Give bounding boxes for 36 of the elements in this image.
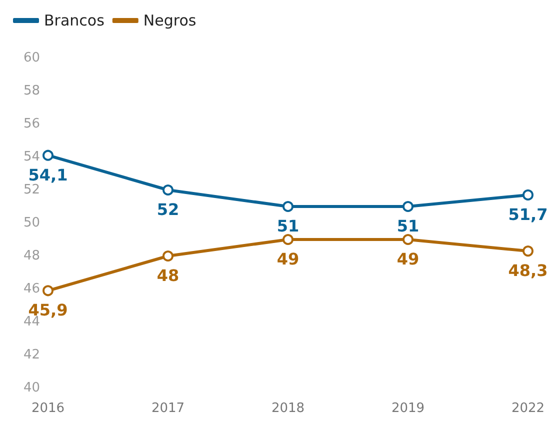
y-tick-label: 46 [23, 282, 40, 296]
data-label: 51 [276, 216, 300, 236]
point [42, 150, 54, 161]
x-tick-label: 2017 [151, 401, 185, 416]
point [162, 184, 174, 196]
data-label: 48,3 [508, 261, 548, 280]
x-tick-label: 2022 [511, 401, 545, 416]
y-tick-label: 42 [23, 348, 40, 362]
data-label: 51,7 [508, 204, 548, 224]
point [402, 201, 414, 212]
data-label: 49 [396, 250, 420, 268]
legend-label: Negros [143, 12, 196, 30]
y-tick-label: 40 [23, 380, 40, 396]
point [522, 246, 534, 257]
data-label: 54,1 [28, 165, 68, 184]
point [402, 234, 414, 245]
x-tick-label: 2016 [31, 401, 65, 416]
y-tick-label: 58 [23, 84, 40, 98]
point [282, 201, 294, 212]
data-label: 49 [276, 250, 300, 268]
y-tick-label: 54 [23, 150, 40, 164]
legend-label: Brancos [44, 12, 105, 30]
data-label: 52 [156, 200, 180, 219]
data-label: 48 [156, 266, 180, 285]
data-label: 51 [396, 216, 420, 236]
point [522, 189, 534, 200]
point [42, 285, 54, 296]
x-tick-label: 2019 [391, 401, 425, 416]
y-tick-label: 60 [23, 50, 40, 66]
point [282, 234, 294, 245]
y-tick-label: 52 [23, 182, 40, 198]
y-tick-label: 48 [23, 248, 40, 264]
x-tick-label: 2018 [271, 401, 305, 416]
point [162, 250, 174, 262]
y-tick-label: 56 [23, 116, 40, 132]
y-tick-label: 50 [23, 216, 40, 230]
